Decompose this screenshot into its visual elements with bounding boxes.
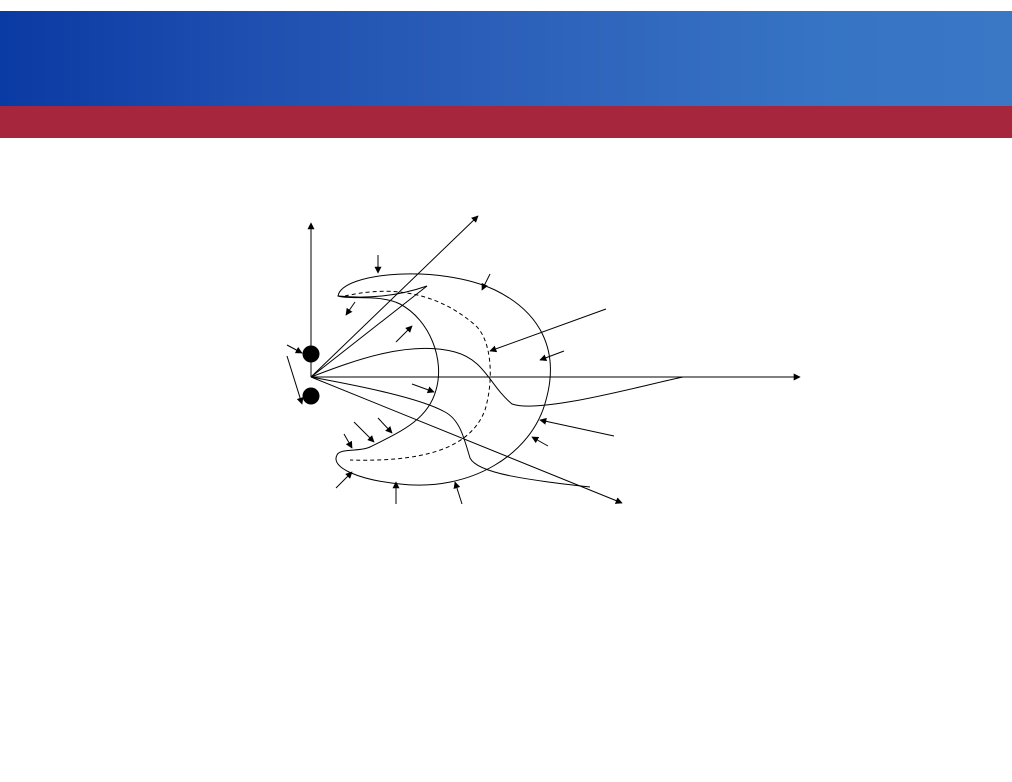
inner-dashed-crescent — [344, 290, 491, 461]
upper-curve-segment — [310, 347, 684, 407]
pointer-arrow-1 — [286, 344, 303, 354]
accent-band — [0, 106, 1012, 138]
upper-tip-curve — [337, 285, 428, 298]
pointer-arrow-8 — [539, 350, 565, 362]
rays — [310, 215, 623, 504]
point-lower — [302, 387, 320, 405]
point-upper — [302, 345, 320, 363]
middle-curve-segment — [310, 376, 591, 488]
pointer-arrow-17 — [453, 481, 463, 505]
pointer-arrow-5 — [345, 301, 356, 316]
pointer-arrow-9 — [411, 383, 435, 394]
ray-lower — [310, 376, 623, 504]
pointer-arrows — [286, 255, 615, 505]
pointer-arrow-12 — [353, 421, 375, 443]
pointer-arrow-6 — [395, 325, 413, 343]
pointer-arrow-10 — [539, 417, 615, 437]
pointer-arrow-11 — [531, 436, 549, 447]
top-margin — [0, 0, 1012, 11]
pointer-arrow-7 — [489, 308, 607, 353]
pointer-arrow-14 — [343, 433, 353, 449]
pointer-arrow-15 — [335, 471, 353, 489]
points — [302, 345, 320, 405]
pointer-arrow-2 — [286, 355, 304, 405]
pointer-arrow-13 — [377, 417, 393, 434]
header-band — [0, 11, 1012, 106]
ray-mid-upper — [310, 285, 428, 378]
crescent-curves — [310, 273, 684, 488]
ray-upper — [310, 215, 479, 378]
pointer-arrow-4 — [481, 273, 491, 291]
outer-crescent-curve — [335, 273, 551, 486]
